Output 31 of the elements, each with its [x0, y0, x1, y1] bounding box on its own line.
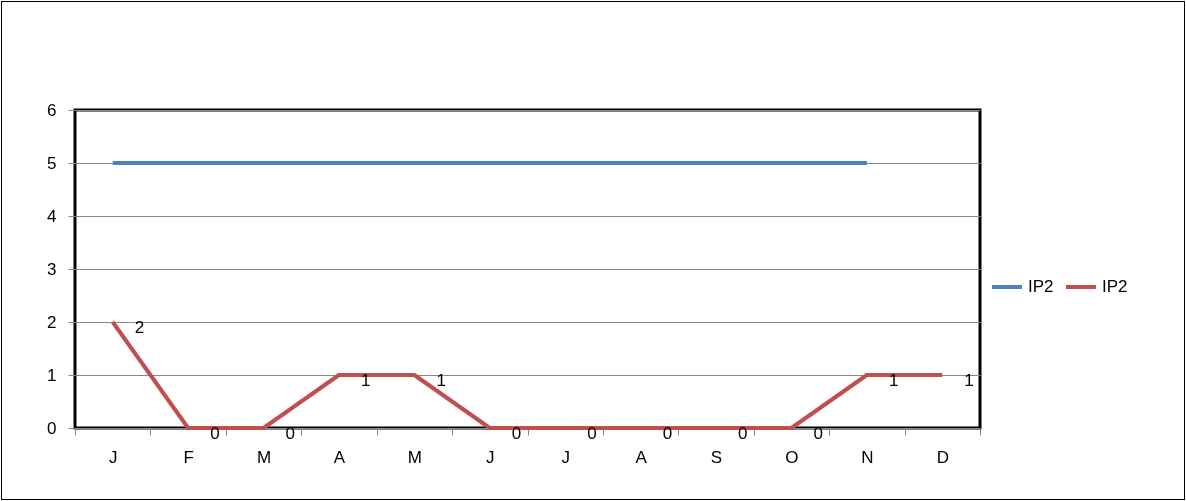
data-label: 1 — [888, 371, 899, 390]
data-label: 0 — [587, 424, 597, 443]
legend-label: IP2 — [1028, 277, 1054, 296]
data-label: 0 — [511, 424, 522, 443]
x-tick-label: M — [256, 447, 272, 467]
x-tick-label: D — [936, 447, 949, 467]
x-tick-label: A — [635, 447, 648, 467]
x-tick-label: S — [710, 447, 723, 467]
data-label: 0 — [662, 424, 673, 443]
y-tick-label: 3 — [47, 259, 57, 279]
data-label: 1 — [360, 371, 371, 390]
y-tick-label: 0 — [47, 418, 57, 438]
x-tick-label: J — [108, 447, 118, 467]
y-tick-label: 5 — [47, 153, 57, 173]
y-tick-label: 1 — [47, 365, 57, 385]
x-tick-label: N — [861, 447, 874, 467]
x-tick-label: J — [486, 447, 495, 467]
x-tick-label: M — [407, 447, 422, 467]
y-tick-label: 4 — [47, 206, 57, 226]
data-label: 2 — [134, 318, 145, 337]
x-tick-label: O — [785, 447, 799, 467]
legend-label: IP2 — [1102, 277, 1128, 296]
data-label: 1 — [436, 371, 446, 390]
data-label: 0 — [738, 424, 748, 443]
x-tick-label: F — [183, 447, 194, 467]
x-tick-label: J — [561, 447, 570, 467]
data-label: 0 — [210, 424, 220, 443]
data-label: 1 — [964, 371, 974, 390]
y-tick-label: 6 — [47, 100, 57, 120]
y-tick-label: 2 — [47, 312, 57, 332]
x-tick-label: A — [333, 447, 346, 467]
